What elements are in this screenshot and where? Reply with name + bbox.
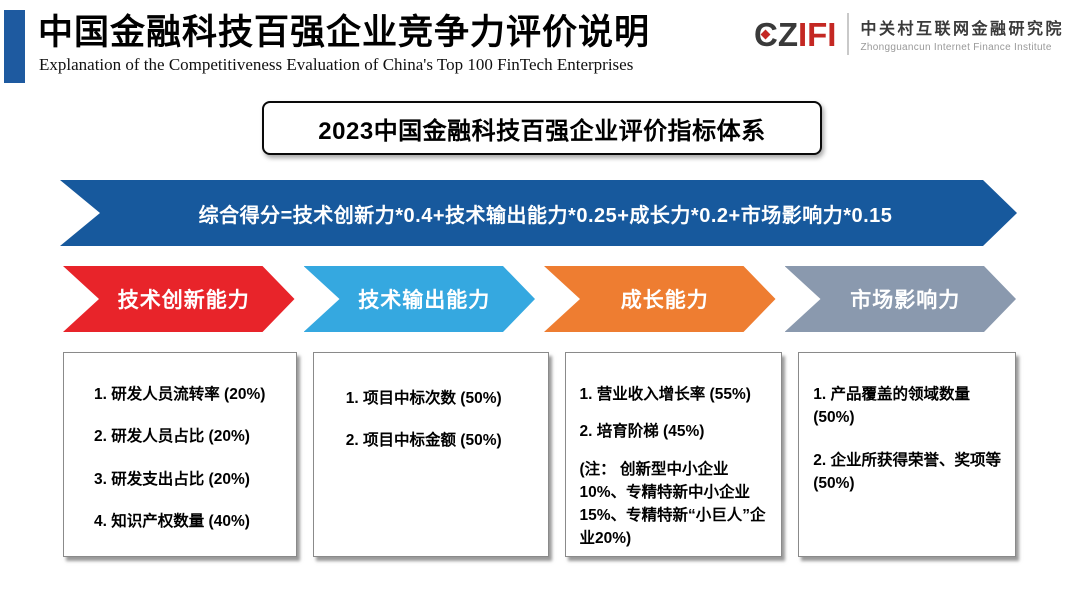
indicator-item: 2. 企业所获得荣誉、奖项等 (50%) <box>813 451 1001 492</box>
org-logo: CZIFI 中关村互联网金融研究院 Zhongguancun Internet … <box>754 13 1064 55</box>
indicator-item: 1. 产品覆盖的领域数量 (50%) <box>813 386 970 427</box>
category-arrow-growth: 成长能力 <box>544 266 776 332</box>
org-name-en: Zhongguancun Internet Finance Institute <box>860 42 1052 53</box>
org-name-block: 中关村互联网金融研究院 Zhongguancun Internet Financ… <box>860 15 1064 53</box>
indicator-item: 3. 研发支出占比 (20%) <box>94 470 250 488</box>
org-name-cn: 中关村互联网金融研究院 <box>860 21 1064 38</box>
section-title: 2023中国金融科技百强企业评价指标体系 <box>318 117 766 145</box>
category-label: 技术输出能力 <box>358 289 491 312</box>
indicator-box-tech-innovation: 1. 研发人员流转率 (20%) 2. 研发人员占比 (20%) 3. 研发支出占比… <box>63 352 297 557</box>
logo-wordmark: CZIFI <box>754 18 837 51</box>
logo-text-ifi: IFI <box>797 15 837 53</box>
category-label: 技术创新能力 <box>117 289 250 312</box>
indicator-item: (注： 创新型中小企业10%、专精特新中小企业15%、专精特新“小巨人”企业20… <box>579 460 766 548</box>
indicator-item: 1. 研发人员流转率 (20%) <box>94 386 266 403</box>
indicator-box-growth: 1. 营业收入增长率 (55%) 2. 培育阶梯 (45%) (注： 创新型中小企业… <box>564 352 783 557</box>
indicator-item: 2. 研发人员占比 (20%) <box>94 428 250 446</box>
page-subtitle: Explanation of the Competitiveness Evalu… <box>39 55 634 74</box>
title-accent-bar <box>4 10 25 83</box>
formula-text: 综合得分=技术创新力*0.4+技术输出能力*0.25+成长力*0.2+市场影响力… <box>198 204 893 227</box>
indicator-box-market-influence: 1. 产品覆盖的领域数量 (50%) 2. 企业所获得荣誉、奖项等 (50%) <box>798 352 1016 557</box>
page-title: 中国金融科技百强企业竞争力评价说明 <box>38 13 651 52</box>
indicator-item: 4. 知识产权数量 (40%) <box>94 512 250 530</box>
category-arrow-tech-innovation: 技术创新能力 <box>63 266 295 332</box>
section-title-box: 2023中国金融科技百强企业评价指标体系 <box>262 101 822 155</box>
category-label: 成长能力 <box>620 289 709 312</box>
indicator-box-tech-output: 1. 项目中标次数 (50%) 2. 项目中标金额 (50%) <box>312 352 549 557</box>
indicator-item: 2. 培育阶梯 (45%) <box>579 423 705 441</box>
indicator-item: 1. 营业收入增长率 (55%) <box>579 386 751 403</box>
indicator-item: 1. 项目中标次数 (50%) <box>345 390 502 407</box>
category-arrow-tech-output: 技术输出能力 <box>304 266 536 332</box>
category-arrow-row: 技术创新能力 技术输出能力 成长能力 市场影响力 <box>63 266 1016 332</box>
category-arrow-market-influence: 市场影响力 <box>785 266 1017 332</box>
logo-divider <box>847 13 850 55</box>
formula-banner: 综合得分=技术创新力*0.4+技术输出能力*0.25+成长力*0.2+市场影响力… <box>60 180 1017 246</box>
indicator-box-row: 1. 研发人员流转率 (20%) 2. 研发人员占比 (20%) 3. 研发支出占比… <box>63 352 1016 557</box>
category-label: 市场影响力 <box>850 289 961 312</box>
indicator-item: 2. 项目中标金额 (50%) <box>345 432 502 450</box>
